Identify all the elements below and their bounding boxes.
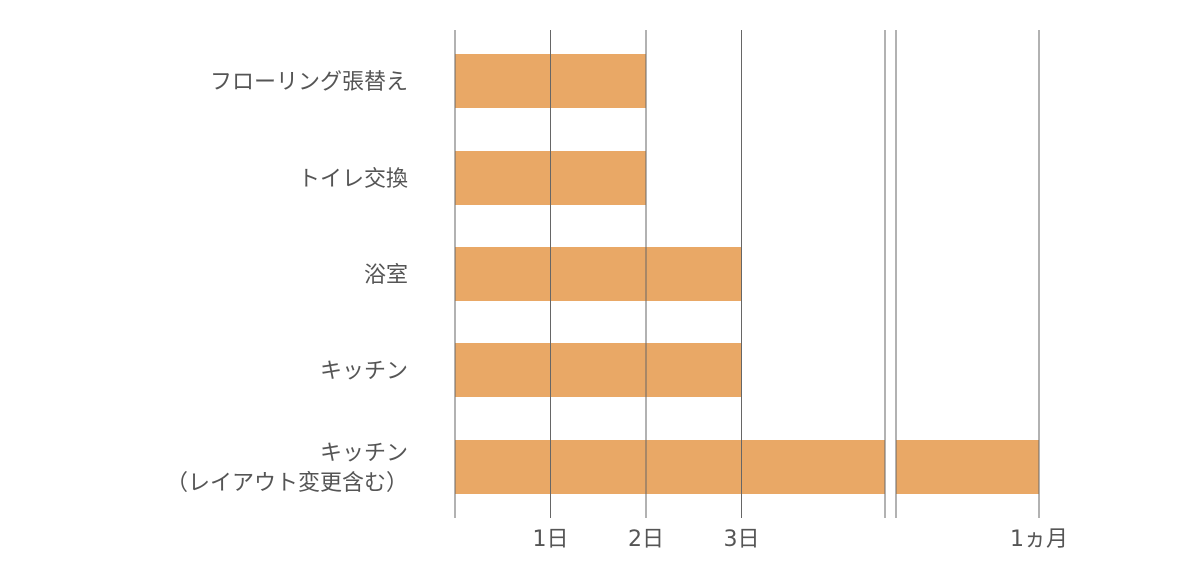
bar (455, 247, 742, 301)
bars (455, 54, 1039, 494)
category-label: フローリング張替え (210, 70, 408, 95)
x-tick-labels: 1日 2日 3日 1ヵ月 (533, 527, 1069, 552)
category-label: トイレ交換 (298, 167, 408, 192)
tick-label: 3日 (724, 527, 760, 552)
category-label: キッチン (320, 359, 408, 384)
tick-label: 1ヵ月 (1010, 527, 1068, 552)
bar-segment (455, 440, 885, 494)
bar (455, 343, 742, 397)
category-label: キッチン (320, 441, 408, 466)
tick-label: 2日 (628, 527, 664, 552)
bar-segment (896, 440, 1039, 494)
gridlines (454, 30, 1040, 518)
category-label: （レイアウト変更含む） (166, 471, 408, 496)
category-label: 浴室 (364, 263, 408, 288)
tick-label: 1日 (533, 527, 569, 552)
